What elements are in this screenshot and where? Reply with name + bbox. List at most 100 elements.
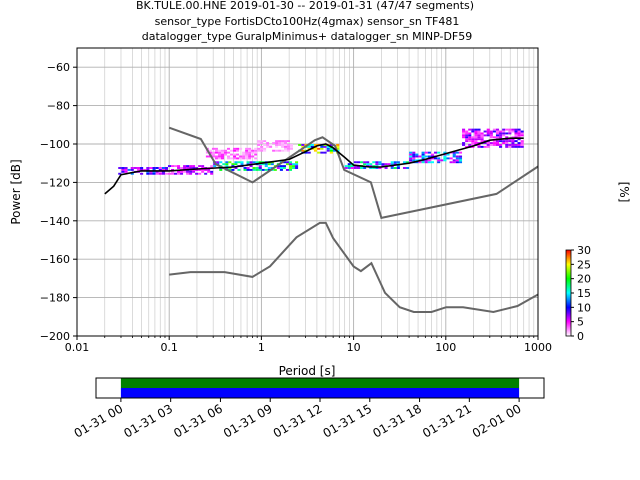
psd-density-cell: [236, 147, 240, 150]
psd-density-cell: [146, 168, 150, 171]
psd-density-cell: [211, 153, 215, 156]
psd-density-cell: [396, 161, 400, 164]
psd-density-cell: [409, 157, 413, 160]
psd-density-cell: [189, 170, 193, 173]
psd-density-cell: [421, 153, 425, 156]
psd-density-cell: [381, 163, 385, 166]
psd-density-cell: [207, 170, 211, 173]
psd-density-cell: [434, 157, 438, 160]
psd-density-cell: [458, 161, 463, 164]
psd-density-cell: [511, 128, 515, 131]
psd-density-cell: [495, 128, 500, 131]
psd-density-cell: [452, 161, 456, 164]
psd-density-cell: [177, 172, 181, 175]
psd-density-cell: [158, 168, 162, 171]
psd-density-cell: [520, 144, 524, 146]
psd-density-cell: [249, 165, 253, 168]
psd-density-cell: [468, 136, 472, 139]
psd-density-cell: [171, 170, 175, 173]
title-line-2: sensor_type FortisDCto100Hz(4gmax) senso…: [155, 15, 460, 28]
psd-density-cell: [480, 134, 484, 137]
psd-density-cell: [393, 161, 397, 164]
psd-density-cell: [511, 142, 515, 144]
psd-density-cell: [127, 168, 131, 171]
psd-density-cell: [495, 130, 500, 133]
psd-density-cell: [281, 142, 285, 144]
psd-density-cell: [234, 167, 238, 169]
psd-density-cell: [502, 142, 506, 144]
psd-density-cell: [243, 167, 247, 169]
psd-density-cell: [266, 144, 270, 146]
colorbar-tick-label: 0: [577, 330, 584, 343]
psd-density-cell: [511, 140, 515, 143]
psd-density-cell: [152, 168, 156, 171]
psd-density-cell: [508, 140, 512, 143]
psd-density-cell: [477, 134, 481, 137]
psd-density-cell: [198, 165, 202, 168]
psd-density-cell: [363, 167, 367, 169]
psd-density-cell: [288, 161, 293, 164]
psd-density-cell: [471, 142, 475, 144]
psd-density-cell: [284, 145, 288, 148]
psd-density-cell: [227, 151, 231, 154]
psd-density-cell: [210, 172, 214, 175]
psd-density-cell: [239, 155, 243, 158]
psd-density-cell: [415, 153, 419, 156]
psd-density-cell: [246, 167, 250, 169]
psd-density-cell: [443, 159, 447, 162]
y-tick-label: −100: [40, 138, 70, 151]
psd-density-cell: [121, 167, 125, 169]
psd-density-cell: [317, 147, 321, 150]
psd-density-cell: [477, 144, 481, 146]
psd-density-cell: [246, 168, 250, 171]
psd-density-cell: [248, 155, 252, 158]
psd-density-cell: [502, 128, 506, 131]
psd-density-cell: [462, 144, 466, 146]
psd-density-cell: [214, 155, 218, 158]
psd-density-cell: [167, 172, 172, 175]
psd-density-cell: [282, 165, 286, 168]
psd-density-cell: [418, 155, 422, 158]
psd-density-cell: [412, 157, 416, 160]
y-tick-label: −200: [40, 330, 70, 343]
y-tick-label: −80: [47, 100, 70, 113]
psd-density-cell: [387, 163, 391, 166]
psd-density-cell: [434, 151, 438, 154]
psd-density-cell: [223, 149, 228, 152]
psd-density-cell: [281, 140, 285, 143]
psd-density-cell: [143, 168, 147, 171]
psd-density-cell: [257, 147, 261, 150]
psd-density-cell: [174, 165, 178, 168]
colorbar-tick-label: 10: [577, 301, 591, 314]
psd-density-cell: [517, 128, 521, 131]
psd-density-cell: [344, 165, 348, 168]
psd-density-cell: [217, 157, 221, 160]
psd-density-cell: [177, 165, 181, 168]
psd-density-cell: [390, 163, 394, 166]
psd-density-cell: [248, 153, 252, 156]
psd-density-cell: [164, 168, 168, 171]
psd-density-cell: [130, 168, 134, 171]
psd-density-cell: [214, 149, 218, 152]
psd-density-cell: [495, 134, 500, 137]
psd-density-cell: [520, 134, 524, 137]
psd-density-cell: [301, 145, 305, 148]
psd-density-cell: [225, 165, 229, 168]
psd-density-cell: [437, 151, 441, 154]
psd-density-cell: [233, 147, 237, 150]
psd-density-cell: [360, 167, 364, 169]
psd-density-cell: [208, 151, 212, 154]
psd-density-cell: [284, 149, 288, 152]
psd-density-cell: [273, 168, 277, 171]
psd-density-cell: [245, 155, 249, 158]
psd-density-cell: [180, 172, 184, 175]
psd-density-cell: [219, 161, 223, 164]
psd-density-cell: [285, 161, 289, 164]
psd-density-cell: [237, 168, 241, 171]
psd-density-cell: [511, 145, 515, 148]
psd-density-cell: [255, 168, 259, 171]
psd-density-cell: [455, 155, 459, 158]
psd-density-cell: [430, 161, 435, 164]
psd-density-cell: [486, 130, 490, 133]
